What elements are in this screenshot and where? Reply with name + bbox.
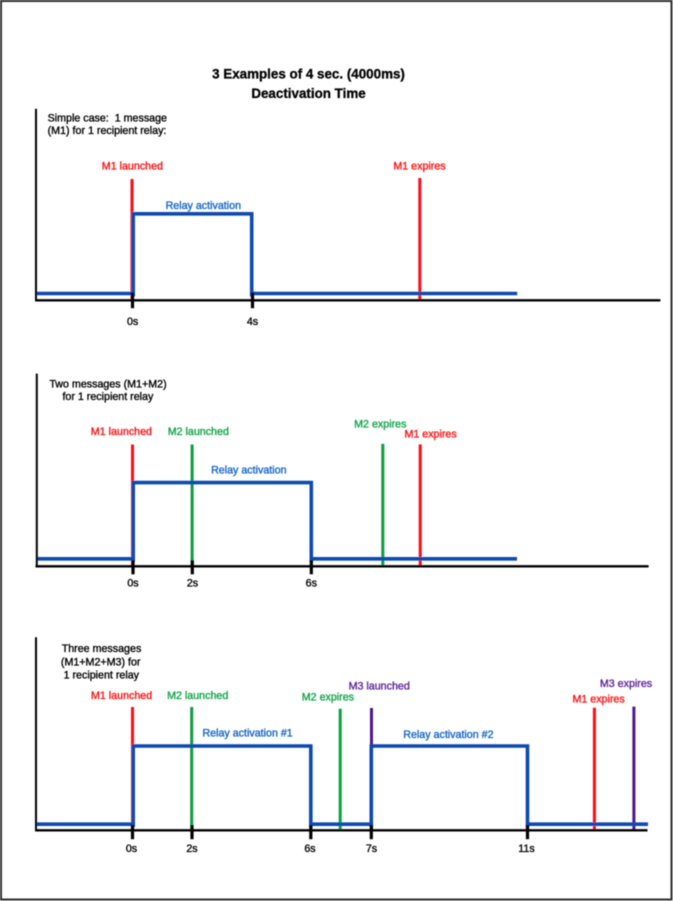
svg-text:M1 launched: M1 launched [91, 690, 152, 702]
svg-text:M3 launched: M3 launched [349, 680, 410, 692]
svg-text:3 Examples of 4 sec. (4000ms): 3 Examples of 4 sec. (4000ms) [212, 67, 405, 82]
svg-text:(M1+M2+M3) for: (M1+M2+M3) for [61, 656, 141, 668]
svg-text:M2 expires: M2 expires [302, 691, 354, 703]
svg-text:Relay activation #1: Relay activation #1 [202, 728, 292, 740]
svg-text:M2 launched: M2 launched [167, 690, 228, 702]
svg-text:6s: 6s [306, 577, 317, 589]
svg-text:Deactivation Time: Deactivation Time [251, 86, 365, 101]
svg-text:Relay activation: Relay activation [166, 200, 242, 212]
svg-text:M1 expires: M1 expires [572, 693, 624, 705]
svg-text:Two messages (M1+M2): Two messages (M1+M2) [49, 378, 166, 390]
svg-text:M1 launched: M1 launched [102, 161, 163, 173]
svg-text:M1 expires: M1 expires [404, 429, 456, 441]
svg-text:0s: 0s [127, 316, 138, 328]
svg-text:M2 expires: M2 expires [354, 419, 406, 431]
svg-text:0s: 0s [126, 843, 137, 855]
svg-text:2s: 2s [186, 843, 197, 855]
svg-text:7s: 7s [366, 843, 377, 855]
svg-text:4s: 4s [247, 316, 258, 328]
svg-text:Relay activation: Relay activation [211, 464, 287, 476]
svg-text:Simple case: 1 message: Simple case: 1 message [48, 113, 167, 125]
svg-text:Three messages: Three messages [62, 643, 142, 655]
svg-text:6s: 6s [304, 843, 315, 855]
svg-text:for 1 recipient relay: for 1 recipient relay [62, 391, 154, 403]
svg-text:M2 launched: M2 launched [168, 426, 229, 438]
svg-text:Relay activation #2: Relay activation #2 [403, 729, 493, 741]
svg-text:2s: 2s [187, 577, 198, 589]
svg-text:(M1) for 1 recipient relay:: (M1) for 1 recipient relay: [48, 125, 167, 137]
svg-text:0s: 0s [127, 577, 138, 589]
svg-text:11s: 11s [518, 843, 534, 855]
svg-text:M3 expires: M3 expires [600, 678, 652, 690]
svg-text:M1 expires: M1 expires [393, 161, 445, 173]
svg-text:1 recipient relay: 1 recipient relay [64, 669, 140, 681]
svg-text:M1 launched: M1 launched [91, 426, 152, 438]
